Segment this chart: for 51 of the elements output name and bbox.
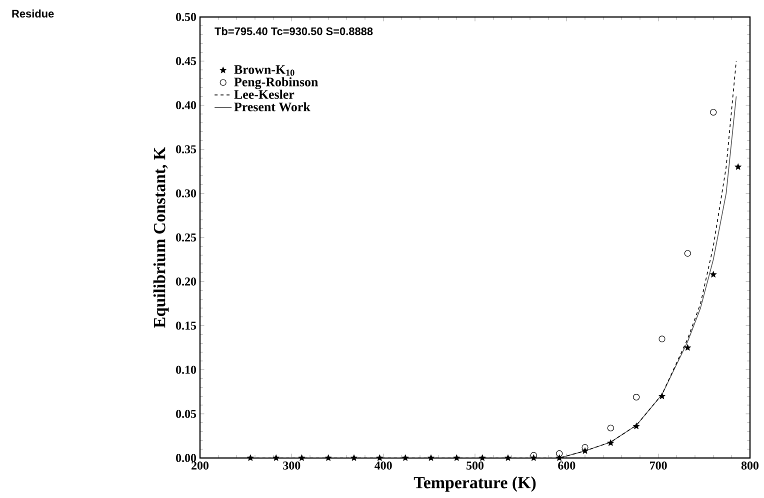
y-tick-label: 0.35 [176, 145, 196, 154]
x-tick-label: 200 [192, 462, 209, 470]
point [376, 454, 383, 461]
legend-label: Brown-K$_{10}$ [234, 65, 294, 76]
point [710, 108, 717, 116]
legend-label: Peng-Robinson [234, 77, 318, 90]
point [298, 454, 305, 461]
annotation: Tb=795.40 Tc=930.50 S=0.8888 [214, 27, 373, 36]
point [684, 250, 691, 257]
x-tick-label: 500 [466, 462, 484, 470]
point [633, 394, 640, 400]
point [325, 454, 332, 461]
point [402, 454, 408, 461]
point [658, 392, 666, 399]
text: Residue [12, 10, 54, 18]
point [582, 444, 588, 451]
point [428, 454, 434, 461]
point [684, 344, 691, 350]
point [454, 454, 460, 461]
point [504, 454, 512, 461]
y-tick-label: 0.25 [176, 233, 196, 242]
x-axis-title: Temperature (K) [414, 476, 536, 492]
y-tick-label: 0.00 [176, 454, 196, 462]
x-tick-label: 700 [650, 462, 667, 470]
x-tick-label: 300 [283, 462, 300, 470]
point [658, 336, 666, 342]
point [272, 454, 280, 461]
point [608, 440, 614, 446]
point [710, 271, 716, 278]
x-tick-label: 800 [741, 462, 759, 470]
legend-label: Present Work [234, 102, 310, 112]
point [247, 454, 254, 461]
point [556, 450, 563, 457]
y-tick-label: 0.45 [176, 57, 196, 66]
y-tick-label: 0.10 [176, 366, 196, 374]
x-tick-label: 400 [374, 462, 392, 470]
y-tick-label: 0.15 [176, 322, 196, 330]
point [350, 454, 358, 461]
point [734, 164, 742, 170]
y-axis-title: Equilibrium Constant, K [153, 147, 169, 328]
legend-label: Lee-Kesler [234, 90, 294, 99]
y-tick-label: 0.05 [176, 410, 196, 418]
point [479, 454, 486, 461]
y-tick-label: 0.40 [176, 101, 196, 110]
x-tick-label: 600 [558, 462, 576, 470]
point [633, 422, 640, 429]
point [607, 424, 614, 432]
point [556, 454, 562, 461]
y-tick-label: 0.30 [176, 189, 196, 198]
y-tick-label: 0.50 [176, 12, 196, 22]
y-tick-label: 0.20 [176, 278, 196, 286]
